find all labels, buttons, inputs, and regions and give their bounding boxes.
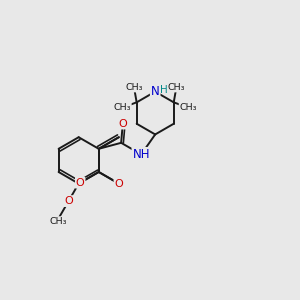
Text: O: O: [114, 178, 123, 189]
Text: NH: NH: [133, 148, 150, 161]
Text: O: O: [118, 118, 127, 129]
Text: N: N: [151, 85, 160, 98]
Text: CH₃: CH₃: [113, 103, 131, 112]
Text: CH₃: CH₃: [125, 82, 143, 91]
Text: O: O: [76, 178, 85, 188]
Text: O: O: [64, 196, 73, 206]
Text: CH₃: CH₃: [179, 103, 197, 112]
Text: CH₃: CH₃: [168, 82, 185, 91]
Text: CH₃: CH₃: [49, 217, 67, 226]
Text: H: H: [160, 85, 167, 95]
